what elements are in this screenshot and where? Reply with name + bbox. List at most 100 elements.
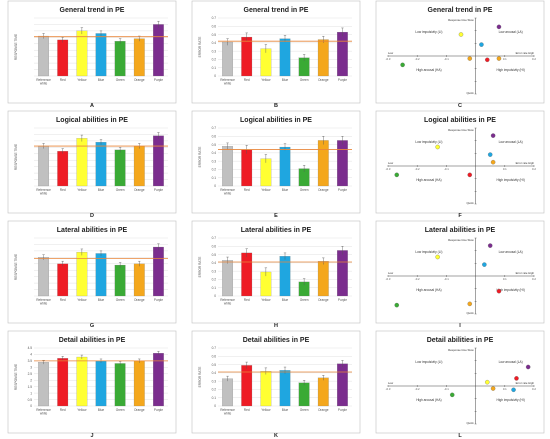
quadrant-label-high-arousal: High arousal (HA): [416, 288, 441, 292]
x-tick-label: Orange: [134, 408, 145, 412]
panel-letter: C: [458, 103, 462, 109]
y-tick-label: 0.7: [212, 16, 217, 20]
panel-frame: [7, 0, 177, 104]
x-tick-label: Green: [116, 188, 125, 192]
x-tick-label: Reference: [220, 408, 235, 412]
panel-frame: [375, 220, 545, 324]
y-axis-label: ERROR RATE: [198, 257, 202, 278]
y-axis-low-label: Quick: [466, 311, 474, 315]
panel-l: Detail abilities in PE L -0.3 -0.2 -0.1 0.1 0.…: [375, 330, 545, 439]
x-tick-label: white: [224, 82, 232, 86]
panel-title: Lateral abilities in PE: [57, 227, 128, 234]
y-tick-label: 2: [30, 378, 32, 382]
y-tick-label: 3.5: [28, 359, 33, 363]
bar-purple: [153, 135, 164, 187]
x-tick-label: Reference: [220, 188, 235, 192]
x-tick-label: -0.2: [415, 277, 420, 281]
y-axis-label: Response time Slow: [448, 18, 474, 22]
y-axis-low-label: Quick: [466, 91, 474, 95]
x-tick-label: Blue: [282, 188, 289, 192]
bar-orange: [317, 377, 329, 407]
y-axis-label: RESPONSE TIME: [14, 34, 18, 60]
x-tick-label: Green: [116, 408, 125, 412]
bar-reference-white: [222, 41, 233, 77]
panel-a: General trend in PE A RESPONSE TIME Referen…: [7, 0, 177, 109]
data-point: [514, 376, 519, 381]
bar-orange: [133, 263, 145, 297]
x-tick-label: -0.1: [444, 57, 449, 61]
panel-letter: G: [90, 323, 94, 329]
bar-green: [114, 264, 126, 297]
y-tick-label: 0: [214, 74, 216, 78]
x-tick-label: 0.2: [532, 387, 536, 391]
y-tick-label: 0.1: [212, 396, 217, 400]
data-point: [394, 172, 400, 178]
bar-yellow: [76, 30, 88, 77]
x-axis-low-label: Low: [388, 271, 394, 275]
bar-blue: [95, 253, 107, 297]
y-tick-label: 0.6: [212, 244, 217, 248]
x-tick-label: Orange: [134, 298, 145, 302]
x-tick-label: white: [224, 192, 232, 196]
data-point: [458, 32, 464, 37]
panel-title: Logical abilities in PE: [56, 117, 128, 124]
panel-k: Detail abilities in PE K 0 0.1 0.2 0.3 0.4 0.5 0…: [191, 330, 361, 439]
x-tick-label: Reference: [36, 188, 51, 192]
panel-letter: E: [274, 213, 278, 219]
x-axis-label: Error rate High: [516, 271, 535, 275]
panel-g: Lateral abilities in PE G RESPONSE TIME Ref…: [7, 220, 177, 329]
bar-red: [241, 36, 253, 77]
x-tick-label: 0.2: [532, 167, 536, 171]
bar-green: [114, 41, 126, 77]
y-tick-label: 1: [30, 391, 32, 395]
y-tick-label: 0.5: [28, 398, 33, 402]
data-point: [496, 288, 502, 294]
data-point: [482, 262, 487, 267]
panel-letter: I: [459, 323, 461, 329]
data-point: [485, 57, 490, 63]
bar-green: [114, 149, 126, 187]
y-tick-label: 0: [214, 404, 216, 408]
panel-frame: [375, 0, 545, 104]
bar-yellow: [76, 356, 88, 407]
data-point: [511, 387, 516, 393]
quadrant-label-high-arousal: High arousal (HA): [416, 398, 441, 402]
x-tick-label: Orange: [134, 78, 145, 82]
panel-letter: H: [274, 323, 278, 329]
y-tick-label: 1.5: [28, 385, 33, 389]
data-point: [435, 144, 440, 150]
x-tick-label: Red: [244, 408, 250, 412]
x-tick-label: white: [40, 412, 48, 416]
bar-purple: [337, 140, 348, 187]
x-tick-label: Blue: [98, 298, 105, 302]
bar-orange: [133, 145, 145, 187]
y-tick-label: 4: [30, 353, 32, 357]
x-tick-label: Green: [300, 298, 309, 302]
y-tick-label: 0.7: [212, 126, 217, 130]
panel-title: General trend in PE: [60, 7, 125, 14]
y-axis-label: ERROR RATE: [198, 147, 202, 168]
bar-reference-white: [38, 35, 49, 77]
y-axis-label: ERROR RATE: [198, 367, 202, 388]
bar-orange: [317, 140, 329, 187]
panel-frame: [7, 220, 177, 324]
x-tick-label: -0.3: [386, 387, 391, 391]
panel-title: Detail abilities in PE: [59, 337, 126, 344]
x-tick-label: Green: [300, 78, 309, 82]
panel-frame: [191, 330, 361, 434]
x-tick-label: Reference: [36, 298, 51, 302]
panel-frame: [375, 330, 545, 434]
bar-blue: [95, 360, 107, 407]
y-tick-label: 4.5: [28, 346, 33, 350]
x-tick-label: Purple: [154, 298, 163, 302]
data-point: [394, 302, 400, 308]
y-axis-label: ERROR RATE: [198, 37, 202, 58]
x-tick-label: Orange: [318, 408, 329, 412]
y-axis-low-label: Quick: [466, 421, 474, 425]
data-point: [496, 24, 502, 30]
bar-purple: [337, 250, 348, 297]
x-tick-label: Yellow: [77, 188, 87, 192]
bar-red: [57, 358, 69, 407]
data-point: [490, 159, 496, 165]
y-tick-label: 0.2: [212, 388, 217, 392]
